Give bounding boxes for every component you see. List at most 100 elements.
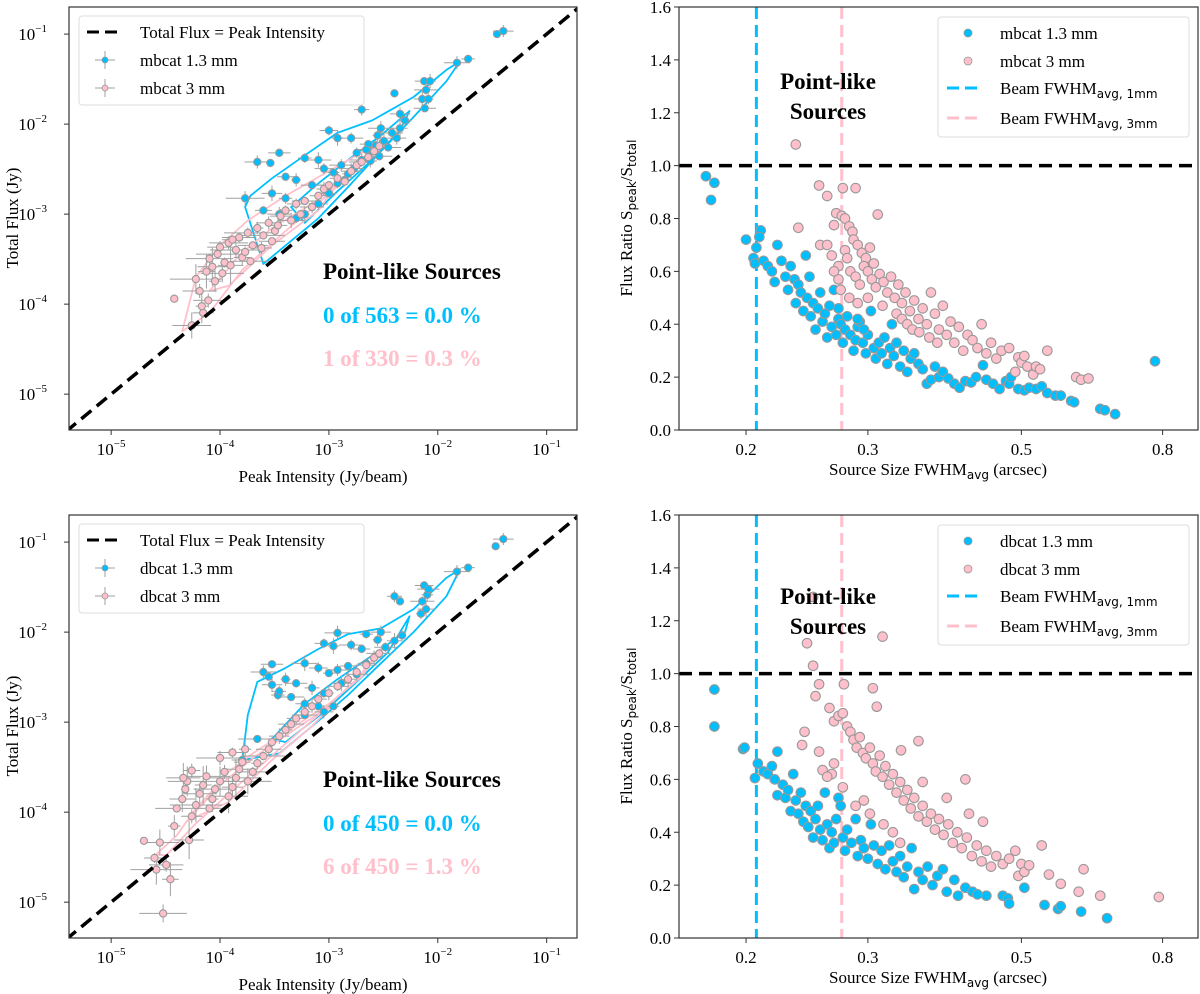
data-point — [908, 792, 920, 804]
data-point — [307, 180, 317, 190]
legend-box — [78, 15, 365, 106]
data-point — [908, 295, 920, 306]
data-point — [864, 242, 876, 253]
data-point — [769, 774, 781, 785]
data-point — [837, 182, 849, 194]
data-point — [913, 735, 924, 747]
x-axis-label-suffix: (arcsec) — [989, 460, 1047, 479]
data-point — [425, 77, 435, 86]
y-axis-label: Flux Ratio Speak/Stotal — [617, 140, 639, 297]
data-point — [953, 321, 965, 333]
x-tick-label: 10−1 — [532, 438, 561, 459]
data-point — [868, 840, 880, 851]
data-point — [990, 353, 1002, 364]
data-point — [937, 300, 949, 312]
data-point — [343, 661, 353, 671]
data-point — [220, 767, 229, 777]
legend-box — [937, 16, 1190, 138]
data-point — [231, 245, 241, 255]
data-point — [883, 779, 895, 791]
data-point — [898, 795, 910, 806]
data-point — [895, 744, 907, 756]
data-point — [257, 243, 266, 253]
data-point — [235, 765, 244, 774]
data-point — [821, 190, 833, 202]
legend-label: mbcat 3 mm — [140, 79, 225, 98]
x-tick-label: 0.8 — [1152, 948, 1173, 967]
data-point — [905, 803, 917, 814]
data-point — [941, 886, 953, 898]
data-point — [364, 152, 373, 162]
y-axis-ticks: 0.0 0.2 0.4 0.6 0.8 1.0 1.2 1.4 1.6 — [650, 506, 679, 948]
x-tick-label: 10−4 — [206, 438, 235, 459]
data-point — [963, 808, 975, 820]
data-point — [805, 310, 817, 322]
data-point — [956, 842, 968, 854]
data-point — [158, 909, 168, 918]
y-axis-ticks: 0.0 0.2 0.4 0.6 0.8 1.0 1.2 1.4 1.6 — [650, 0, 679, 440]
data-point — [152, 865, 161, 874]
legend-label: mbcat 3 mm — [1000, 52, 1085, 71]
data-point — [792, 222, 804, 234]
data-point — [888, 350, 900, 362]
x-axis-label: Source Size FWHMavg (arcsec) — [829, 968, 1047, 990]
data-point — [208, 262, 217, 271]
data-points — [700, 139, 1161, 420]
annotation-line-1: Point-like — [780, 69, 876, 94]
data-point — [390, 636, 399, 645]
y-tick-label: 10−1 — [18, 23, 47, 44]
data-point — [880, 863, 891, 875]
data-point — [375, 649, 384, 658]
data-point — [824, 702, 835, 714]
data-point — [850, 800, 861, 812]
data-point — [792, 808, 804, 820]
data-point — [1034, 363, 1046, 375]
data-point — [828, 219, 840, 231]
data-point — [202, 772, 211, 781]
data-point — [826, 250, 838, 261]
data-point — [839, 845, 851, 857]
data-point — [248, 241, 257, 250]
data-point — [894, 837, 906, 849]
y-tick-label: 0.6 — [650, 770, 671, 789]
data-point — [275, 687, 284, 696]
legend-box — [937, 524, 1190, 646]
data-point — [395, 597, 405, 606]
data-point — [917, 776, 929, 788]
data-point — [977, 359, 989, 371]
y-tick-label: 10−1 — [18, 531, 47, 552]
legend-label: dbcat 3 mm — [1000, 560, 1080, 579]
data-point — [785, 260, 796, 272]
data-point — [205, 804, 214, 813]
data-point — [376, 124, 386, 133]
y-axis-label-mid: /S — [617, 675, 636, 689]
data-point — [179, 773, 188, 783]
x-axis-label-suffix: (arcsec) — [989, 968, 1047, 987]
y-tick-label: 0.4 — [650, 823, 672, 842]
data-point — [178, 794, 187, 804]
data-point — [343, 675, 353, 684]
data-point — [362, 629, 371, 639]
data-point — [307, 702, 317, 711]
data-point — [243, 228, 252, 237]
data-point — [246, 257, 255, 266]
data-point — [858, 842, 870, 854]
data-point — [802, 821, 814, 833]
data-point — [390, 89, 399, 98]
y-tick-label: 10−5 — [18, 383, 47, 404]
data-point — [804, 271, 815, 283]
data-point — [927, 879, 938, 891]
data-point — [795, 787, 807, 798]
data-point — [352, 667, 361, 677]
data-point — [833, 303, 844, 314]
x-axis-label: Peak Intensity (Jy/beam) — [238, 975, 407, 994]
data-point — [296, 209, 305, 219]
data-point — [1023, 859, 1035, 871]
data-point — [812, 800, 824, 812]
data-point — [970, 371, 982, 383]
data-point — [264, 218, 273, 228]
data-point — [1019, 350, 1030, 362]
data-point — [1099, 404, 1111, 416]
data-point — [1043, 869, 1055, 880]
x-tick-label: 0.3 — [857, 948, 878, 967]
